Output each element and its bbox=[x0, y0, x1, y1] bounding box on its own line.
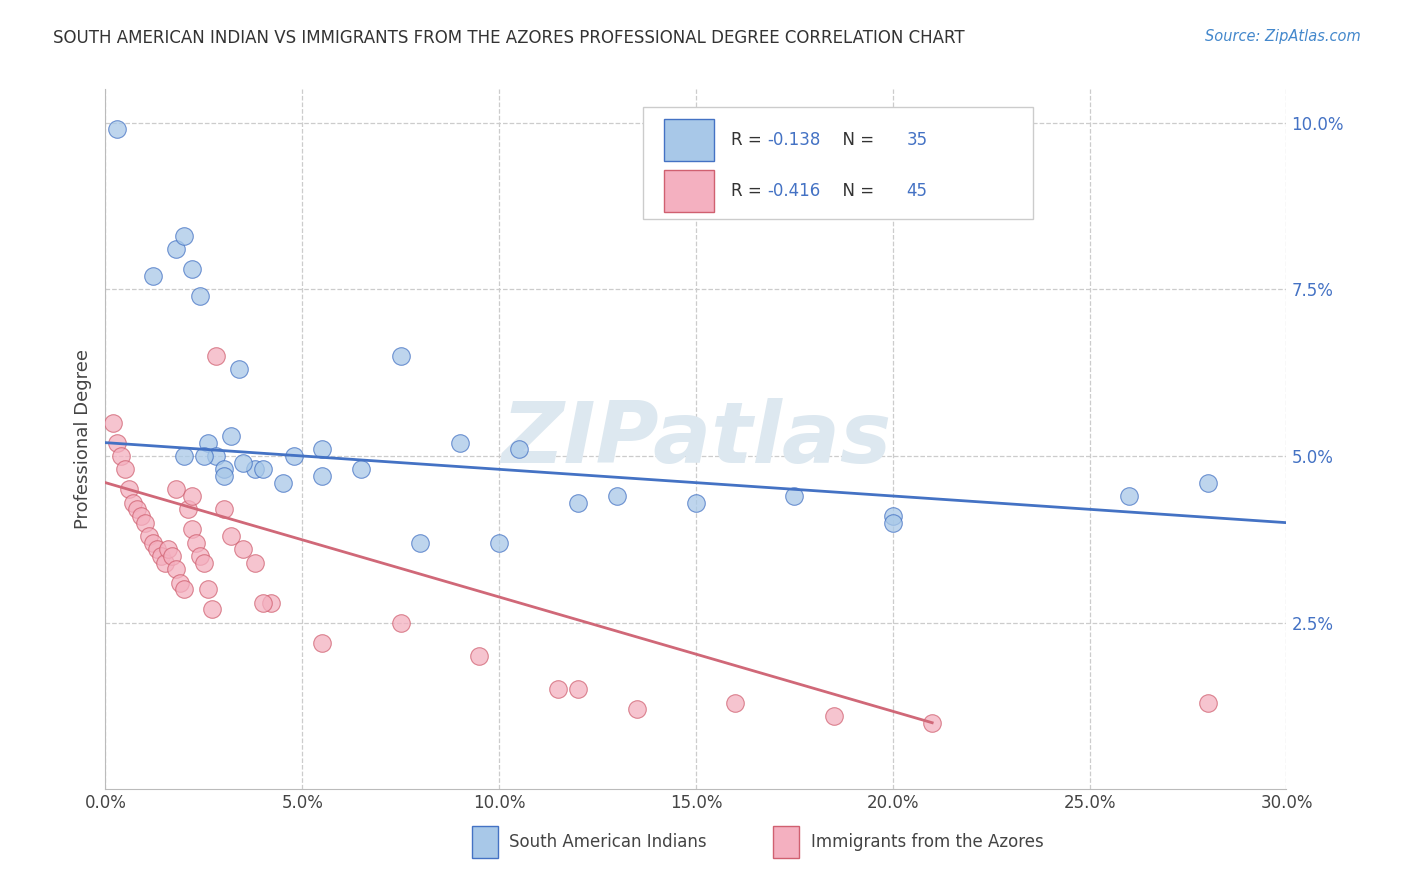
Point bbox=[142, 535, 165, 549]
Point bbox=[567, 682, 589, 697]
Point bbox=[212, 462, 235, 476]
Point bbox=[409, 535, 432, 549]
Point bbox=[252, 596, 274, 610]
Point bbox=[783, 489, 806, 503]
Point bbox=[149, 549, 172, 563]
Point bbox=[114, 462, 136, 476]
Point bbox=[201, 602, 224, 616]
Point bbox=[157, 542, 180, 557]
Point bbox=[110, 449, 132, 463]
Point bbox=[122, 496, 145, 510]
Point bbox=[193, 556, 215, 570]
Point bbox=[193, 449, 215, 463]
Point bbox=[153, 556, 176, 570]
Point bbox=[311, 469, 333, 483]
Point bbox=[197, 435, 219, 450]
Point bbox=[449, 435, 471, 450]
Point bbox=[271, 475, 294, 490]
Point bbox=[567, 496, 589, 510]
Text: South American Indians: South American Indians bbox=[509, 833, 707, 851]
Point bbox=[125, 502, 148, 516]
Point bbox=[204, 449, 226, 463]
Text: -0.138: -0.138 bbox=[766, 131, 820, 149]
Point bbox=[197, 582, 219, 597]
Point bbox=[181, 489, 204, 503]
Point bbox=[260, 596, 283, 610]
Point bbox=[389, 615, 412, 630]
Text: Source: ZipAtlas.com: Source: ZipAtlas.com bbox=[1205, 29, 1361, 45]
Text: ZIPatlas: ZIPatlas bbox=[501, 398, 891, 481]
Text: R =: R = bbox=[731, 182, 768, 200]
FancyBboxPatch shape bbox=[643, 107, 1032, 219]
Point bbox=[252, 462, 274, 476]
Point bbox=[165, 483, 187, 497]
Point bbox=[882, 508, 904, 523]
Text: Immigrants from the Azores: Immigrants from the Azores bbox=[810, 833, 1043, 851]
Point bbox=[165, 562, 187, 576]
Point bbox=[145, 542, 167, 557]
Point bbox=[105, 122, 128, 136]
Point bbox=[921, 715, 943, 730]
Point bbox=[1197, 696, 1219, 710]
Point bbox=[350, 462, 373, 476]
Text: 45: 45 bbox=[907, 182, 927, 200]
Point bbox=[685, 496, 707, 510]
Point bbox=[283, 449, 305, 463]
Point bbox=[142, 268, 165, 283]
Point bbox=[882, 516, 904, 530]
Point bbox=[606, 489, 628, 503]
Point bbox=[212, 469, 235, 483]
Point bbox=[173, 582, 195, 597]
Text: SOUTH AMERICAN INDIAN VS IMMIGRANTS FROM THE AZORES PROFESSIONAL DEGREE CORRELAT: SOUTH AMERICAN INDIAN VS IMMIGRANTS FROM… bbox=[53, 29, 965, 47]
Point bbox=[311, 442, 333, 457]
Point bbox=[232, 542, 254, 557]
Point bbox=[173, 449, 195, 463]
Point bbox=[181, 522, 204, 536]
Text: -0.416: -0.416 bbox=[766, 182, 820, 200]
Bar bbox=[471, 826, 498, 858]
Y-axis label: Professional Degree: Professional Degree bbox=[73, 350, 91, 529]
Text: R =: R = bbox=[731, 131, 768, 149]
Point bbox=[221, 529, 243, 543]
Point bbox=[1197, 475, 1219, 490]
Point bbox=[468, 648, 491, 663]
Point bbox=[212, 502, 235, 516]
Point bbox=[547, 682, 569, 697]
Point bbox=[243, 556, 266, 570]
Point bbox=[188, 289, 211, 303]
Point bbox=[724, 696, 747, 710]
Text: N =: N = bbox=[832, 182, 879, 200]
Point bbox=[177, 502, 200, 516]
Point bbox=[823, 709, 845, 723]
Point bbox=[311, 636, 333, 650]
Bar bbox=[773, 826, 799, 858]
Text: N =: N = bbox=[832, 131, 879, 149]
Point bbox=[169, 575, 191, 590]
Point bbox=[243, 462, 266, 476]
Point bbox=[173, 228, 195, 243]
Point bbox=[508, 442, 530, 457]
Point bbox=[389, 349, 412, 363]
Point bbox=[165, 242, 187, 256]
Point bbox=[105, 435, 128, 450]
Point bbox=[138, 529, 160, 543]
Point bbox=[228, 362, 250, 376]
Point bbox=[129, 508, 152, 523]
Point bbox=[181, 262, 204, 277]
Point bbox=[162, 549, 184, 563]
Text: 35: 35 bbox=[907, 131, 928, 149]
Point bbox=[626, 702, 648, 716]
Point bbox=[204, 349, 226, 363]
Point bbox=[221, 429, 243, 443]
Point bbox=[1118, 489, 1140, 503]
Point bbox=[118, 483, 141, 497]
Point bbox=[188, 549, 211, 563]
Point bbox=[232, 456, 254, 470]
Bar bbox=[664, 120, 714, 161]
Bar bbox=[664, 169, 714, 211]
Point bbox=[134, 516, 156, 530]
Point bbox=[184, 535, 207, 549]
Point bbox=[103, 416, 125, 430]
Point bbox=[488, 535, 510, 549]
